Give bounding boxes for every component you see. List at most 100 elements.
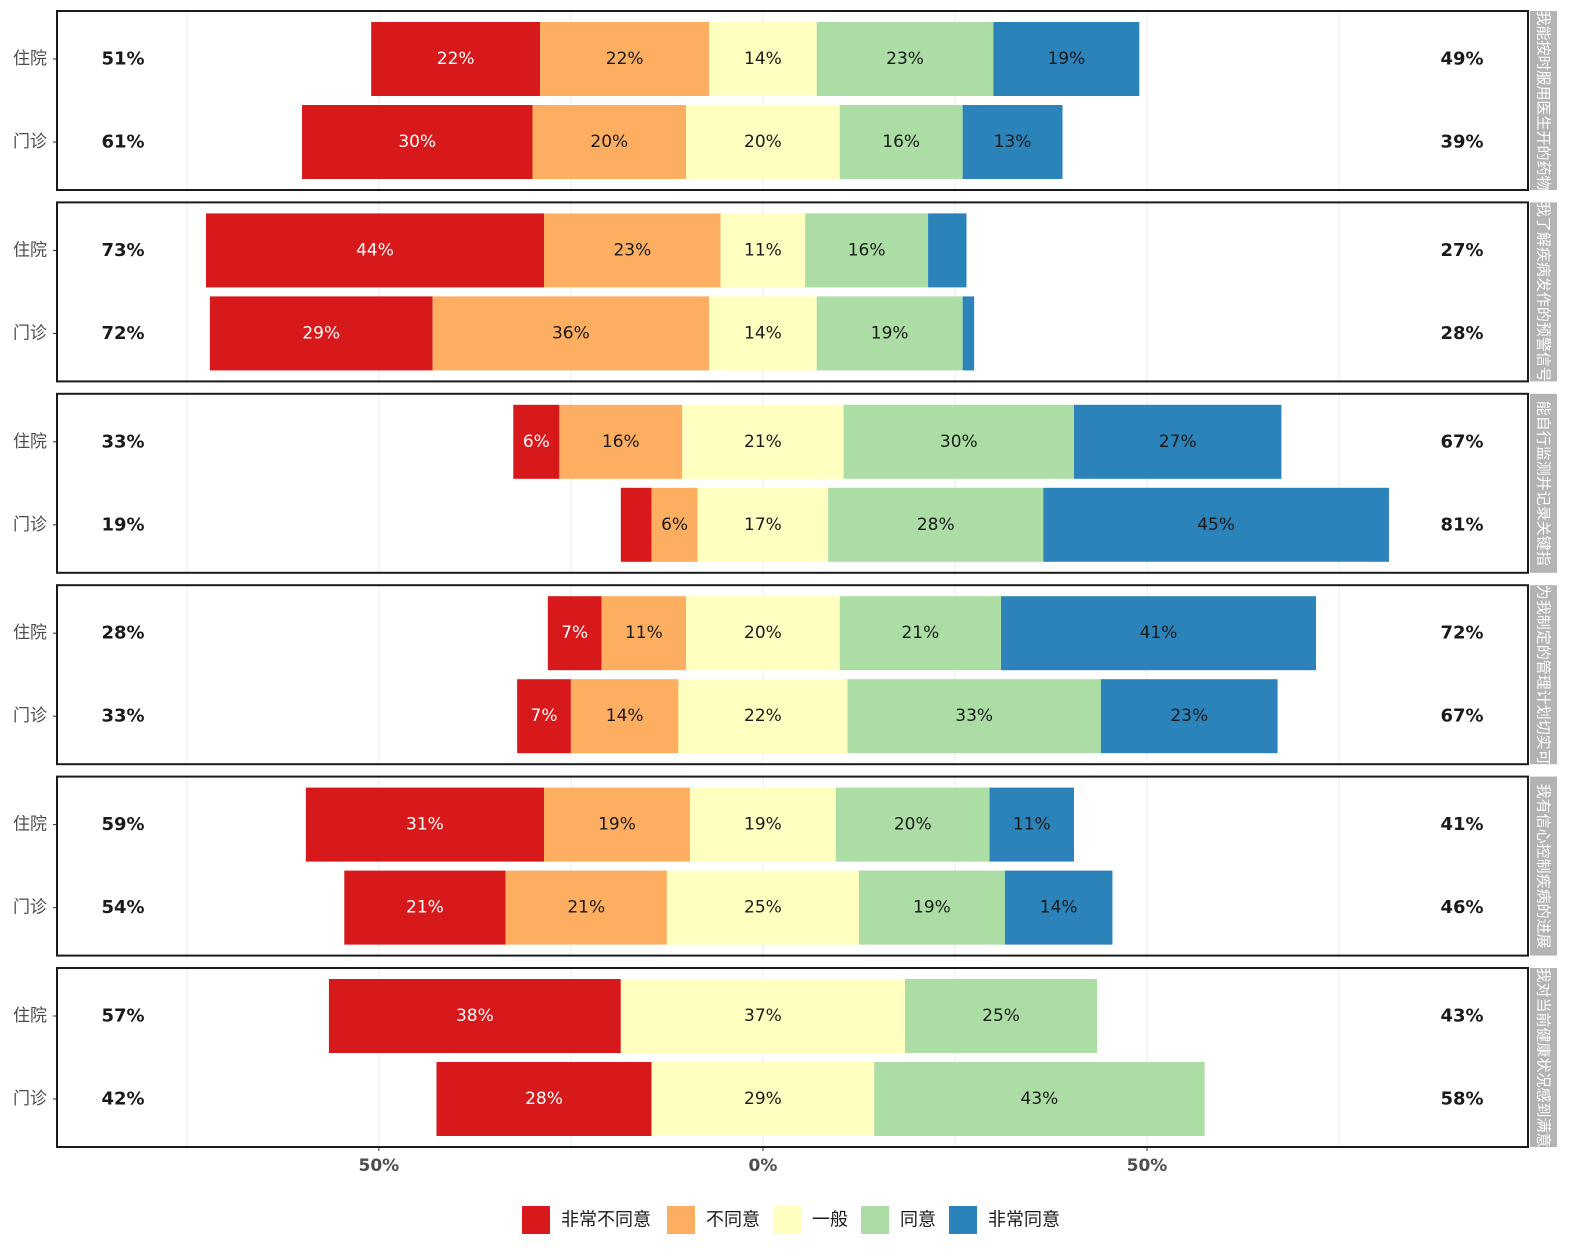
agree-total: 72%: [1440, 623, 1483, 644]
facet-panel: 22% 22% 14% 23% 19% 住院 51% 49% 30% 20% 20% 16% 13% 门诊…: [13, 10, 1557, 191]
agree-total: 67%: [1440, 706, 1483, 727]
segment-label: 14%: [1040, 898, 1078, 918]
segment-label: 20%: [744, 623, 782, 643]
agree-total: 67%: [1440, 431, 1483, 452]
bar-segment-strongly-agree: [1001, 596, 1316, 671]
disagree-total: 57%: [101, 1006, 144, 1027]
disagree-total: 33%: [101, 706, 144, 727]
bar-segment-disagree: [532, 105, 687, 179]
bar-segment-strongly-disagree: [547, 596, 602, 671]
bar-segment-strongly-disagree: [344, 870, 506, 945]
bar-segment-strongly-disagree: [305, 787, 545, 862]
agree-total: 46%: [1440, 897, 1483, 918]
segment-label: 37%: [744, 1006, 782, 1026]
bar-segment-agree: [843, 404, 1075, 479]
legend-label: 同意: [900, 1210, 936, 1231]
facet-strip-label: 我对当前健康状况感到满意: [1535, 967, 1553, 1147]
segment-label: 16%: [848, 240, 886, 260]
segment-label: 7%: [531, 706, 558, 726]
agree-total: 39%: [1440, 132, 1483, 153]
row-label: 住院: [13, 815, 47, 835]
row-label: 住院: [13, 1006, 47, 1026]
row-label: 住院: [13, 240, 47, 260]
segment-label: 43%: [1021, 1089, 1059, 1109]
segment-label: 20%: [590, 132, 628, 152]
disagree-total: 42%: [101, 1089, 144, 1110]
bar-segment-disagree: [544, 213, 721, 288]
facet-strip: [1530, 393, 1557, 573]
segment-label: 22%: [606, 49, 644, 69]
bar-segment-agree: [874, 1062, 1205, 1136]
row-label: 门诊: [13, 515, 47, 535]
bar-segment-strongly-disagree: [328, 979, 621, 1053]
bar-segment-neutral: [682, 404, 844, 479]
bar-segment-neutral: [720, 213, 806, 288]
facet-strip-clip: 我了解疾病发作的预警信号: [1535, 202, 1553, 381]
facet-strip-label: 我能按时服用医生开的药物: [1535, 10, 1553, 190]
bar-segment-agree: [839, 596, 1002, 671]
bar-segment-neutral: [686, 596, 840, 671]
agree-total: 49%: [1440, 49, 1483, 70]
facet-strip-label: 为我制定的管理计划切实可: [1535, 585, 1553, 765]
legend-label: 非常不同意: [561, 1210, 651, 1231]
segment-label: 13%: [994, 132, 1032, 152]
bar-segment-neutral: [678, 679, 848, 754]
bar-segment-strongly-agree: [928, 213, 967, 288]
segment-label: 28%: [525, 1089, 563, 1109]
agree-total: 58%: [1440, 1089, 1483, 1110]
segment-label: 14%: [606, 706, 644, 726]
segment-label: 33%: [955, 706, 993, 726]
bar-row: 6% 17% 28% 45%: [620, 487, 1389, 562]
legend-label: 非常同意: [988, 1210, 1060, 1231]
legend-swatch: [861, 1206, 889, 1234]
bar-segment-strongly-agree: [989, 787, 1075, 862]
facet-strip-clip: 我有信心控制疾病的进展: [1535, 784, 1553, 949]
bar-segment-disagree: [559, 404, 683, 479]
segment-label: 45%: [1197, 515, 1235, 535]
segment-label: 20%: [894, 815, 932, 835]
bar-row: 21% 21% 25% 19% 14%: [344, 870, 1113, 945]
legend-label: 不同意: [706, 1210, 760, 1231]
legend-swatch: [949, 1206, 977, 1234]
segment-label: 19%: [598, 815, 636, 835]
segment-label: 23%: [1170, 706, 1208, 726]
bar-row: 31% 19% 19% 20% 11%: [305, 787, 1075, 862]
bar-segment-neutral: [709, 296, 817, 371]
bar-segment-disagree: [544, 787, 690, 862]
disagree-total: 28%: [101, 623, 144, 644]
agree-total: 41%: [1440, 814, 1483, 835]
bar-segment-strongly-agree: [993, 22, 1140, 96]
bar-segment-strongly-disagree: [206, 213, 545, 288]
bar-segment-strongly-agree: [1043, 487, 1389, 562]
bar-segment-strongly-agree: [1004, 870, 1113, 945]
segment-label: 41%: [1140, 623, 1178, 643]
bar-segment-disagree: [570, 679, 679, 754]
legend-item-neutral: 一般: [773, 1206, 848, 1234]
facet-strip-clip: 能自行监测并记录关键指: [1535, 401, 1553, 566]
row-label: 门诊: [13, 132, 47, 152]
bar-segment-disagree: [540, 22, 710, 96]
bar-segment-strongly-disagree: [371, 22, 541, 96]
bar-segment-strongly-agree: [962, 296, 975, 371]
segment-label: 31%: [406, 815, 444, 835]
facet-strip-clip: 为我制定的管理计划切实可: [1535, 585, 1553, 765]
segment-label: 11%: [1013, 815, 1051, 835]
segment-label: 19%: [1047, 49, 1085, 69]
bar-segment-neutral: [689, 787, 836, 862]
disagree-total: 54%: [101, 897, 144, 918]
facet-strip: [1530, 202, 1557, 382]
bar-segment-strongly-agree: [1074, 404, 1282, 479]
legend-swatch: [522, 1206, 550, 1234]
panel-border: [56, 775, 1529, 957]
panel-border: [56, 201, 1529, 383]
bar-segment-agree: [847, 679, 1101, 754]
legend-swatch: [667, 1206, 695, 1234]
facet-strip-label: 能自行监测并记录关键指: [1535, 401, 1553, 566]
facet-strip-clip: 我对当前健康状况感到满意: [1535, 967, 1553, 1147]
segment-label: 25%: [982, 1006, 1020, 1026]
segment-label: 14%: [744, 49, 782, 69]
agree-total: 43%: [1440, 1006, 1483, 1027]
bar-segment-neutral: [697, 487, 829, 562]
bar-row: 29% 36% 14% 19%: [209, 296, 975, 371]
row-label: 住院: [13, 49, 47, 69]
